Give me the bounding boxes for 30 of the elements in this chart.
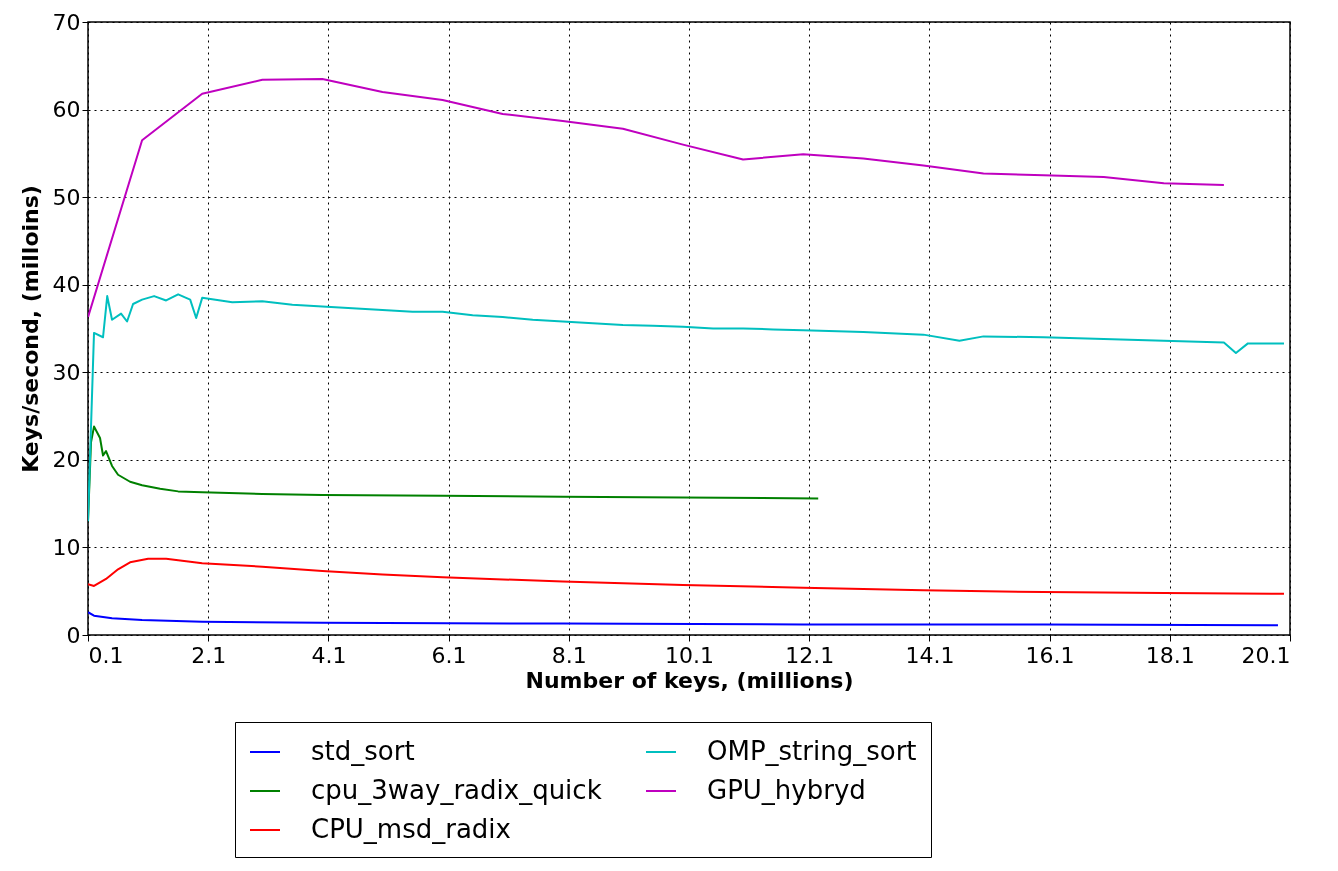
legend-label: std_sort xyxy=(311,736,415,766)
x-tick-label: 14.1 xyxy=(905,642,955,668)
y-tick-label: 70 xyxy=(52,9,81,35)
line-series xyxy=(88,557,1285,595)
line-series xyxy=(88,293,1285,523)
x-tick-label: 16.1 xyxy=(1025,642,1075,668)
x-tick-label: 6.1 xyxy=(431,642,467,668)
x-tick-label: 20.1 xyxy=(1241,642,1291,668)
x-tick-label: 10.1 xyxy=(665,642,714,668)
legend-label: OMP_string_sort xyxy=(707,736,917,766)
legend-label: CPU_msd_radix xyxy=(311,814,511,844)
line-series xyxy=(88,611,1279,627)
y-tick-label: 40 xyxy=(52,272,81,298)
legend-label: cpu_3way_radix_quick xyxy=(311,775,602,805)
line-series xyxy=(88,77,1225,319)
y-tick-label: 10 xyxy=(52,534,81,560)
x-tick-label: 4.1 xyxy=(311,642,347,668)
x-tick-label: 2.1 xyxy=(191,642,227,668)
y-tick-label: 30 xyxy=(52,359,81,385)
y-axis-title: Keys/second, (milloins) xyxy=(17,185,43,473)
x-tick-label: 12.1 xyxy=(785,642,835,668)
x-tick-label: 8.1 xyxy=(551,642,587,668)
x-tick-label: 0.1 xyxy=(88,642,124,668)
y-tick-label: 60 xyxy=(52,97,81,123)
legend-label: GPU_hybryd xyxy=(707,775,866,805)
x-tick-label: 18.1 xyxy=(1145,642,1195,668)
y-tick-label: 0 xyxy=(66,622,81,648)
y-tick-label: 20 xyxy=(52,447,81,473)
x-axis-title: Number of keys, (millions) xyxy=(525,667,854,693)
y-tick-label: 50 xyxy=(52,184,81,210)
